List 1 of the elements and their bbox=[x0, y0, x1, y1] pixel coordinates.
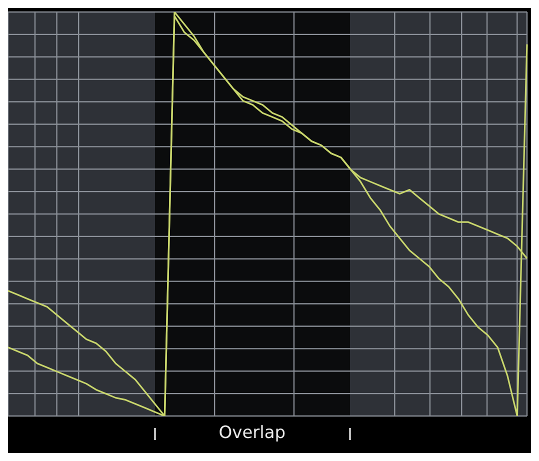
text: Overlap bbox=[218, 423, 287, 443]
